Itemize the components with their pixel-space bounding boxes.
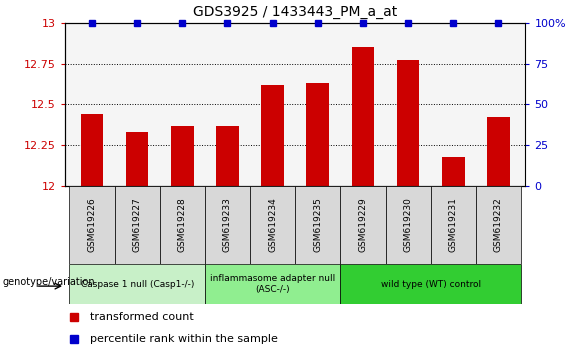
Bar — [487, 118, 510, 186]
Text: GSM619231: GSM619231 — [449, 197, 458, 252]
Text: genotype/variation: genotype/variation — [3, 277, 95, 287]
Text: GSM619233: GSM619233 — [223, 197, 232, 252]
Text: percentile rank within the sample: percentile rank within the sample — [90, 334, 278, 344]
Title: GDS3925 / 1433443_PM_a_at: GDS3925 / 1433443_PM_a_at — [193, 5, 397, 19]
Bar — [69, 186, 115, 264]
Text: wild type (WT) control: wild type (WT) control — [381, 280, 481, 289]
Bar — [340, 264, 521, 304]
Bar — [351, 47, 374, 186]
Bar — [205, 264, 340, 304]
Bar — [306, 83, 329, 186]
Text: Caspase 1 null (Casp1-/-): Caspase 1 null (Casp1-/-) — [81, 280, 194, 289]
Bar — [115, 186, 160, 264]
Bar — [476, 186, 521, 264]
Bar — [69, 264, 205, 304]
Bar — [81, 114, 103, 186]
Text: GSM619229: GSM619229 — [358, 198, 367, 252]
Text: inflammasome adapter null
(ASC-/-): inflammasome adapter null (ASC-/-) — [210, 274, 335, 294]
Bar — [216, 126, 239, 186]
Bar — [397, 61, 419, 186]
Bar — [171, 126, 194, 186]
Text: GSM619226: GSM619226 — [88, 198, 97, 252]
Bar — [250, 186, 295, 264]
Text: GSM619234: GSM619234 — [268, 198, 277, 252]
Bar — [262, 85, 284, 186]
Bar — [431, 186, 476, 264]
Bar — [160, 186, 205, 264]
Bar — [295, 186, 340, 264]
Bar — [442, 156, 464, 186]
Text: GSM619230: GSM619230 — [403, 197, 412, 252]
Text: GSM619227: GSM619227 — [133, 198, 142, 252]
Bar — [126, 132, 149, 186]
Bar — [205, 186, 250, 264]
Text: GSM619235: GSM619235 — [313, 197, 322, 252]
Bar — [340, 186, 385, 264]
Bar — [385, 186, 431, 264]
Text: GSM619228: GSM619228 — [178, 198, 187, 252]
Text: GSM619232: GSM619232 — [494, 198, 503, 252]
Text: transformed count: transformed count — [90, 312, 194, 322]
